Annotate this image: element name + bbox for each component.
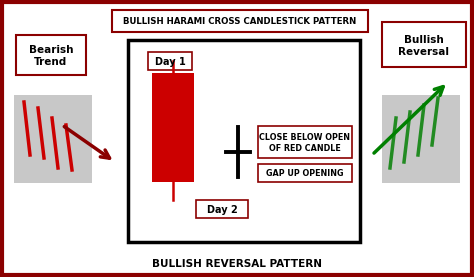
Bar xyxy=(258,126,352,158)
Text: Day 1: Day 1 xyxy=(155,57,185,67)
Bar xyxy=(112,10,368,32)
Text: CLOSE BELOW OPEN
OF RED CANDLE: CLOSE BELOW OPEN OF RED CANDLE xyxy=(259,133,350,153)
Bar xyxy=(14,95,92,183)
Bar xyxy=(382,95,460,183)
Bar xyxy=(152,73,194,182)
Text: Bullish
Reversal: Bullish Reversal xyxy=(399,35,449,57)
Text: BULLISH REVERSAL PATTERN: BULLISH REVERSAL PATTERN xyxy=(152,259,322,269)
Text: GAP UP OPENING: GAP UP OPENING xyxy=(266,170,344,178)
Bar xyxy=(148,52,192,70)
Text: BULLISH HARAMI CROSS CANDLESTICK PATTERN: BULLISH HARAMI CROSS CANDLESTICK PATTERN xyxy=(123,17,356,27)
Bar xyxy=(128,40,360,242)
Bar xyxy=(196,200,248,218)
Text: Bearish
Trend: Bearish Trend xyxy=(29,45,73,67)
Bar xyxy=(382,22,466,67)
Bar xyxy=(16,35,86,75)
Bar xyxy=(258,164,352,182)
Text: Day 2: Day 2 xyxy=(207,205,237,215)
